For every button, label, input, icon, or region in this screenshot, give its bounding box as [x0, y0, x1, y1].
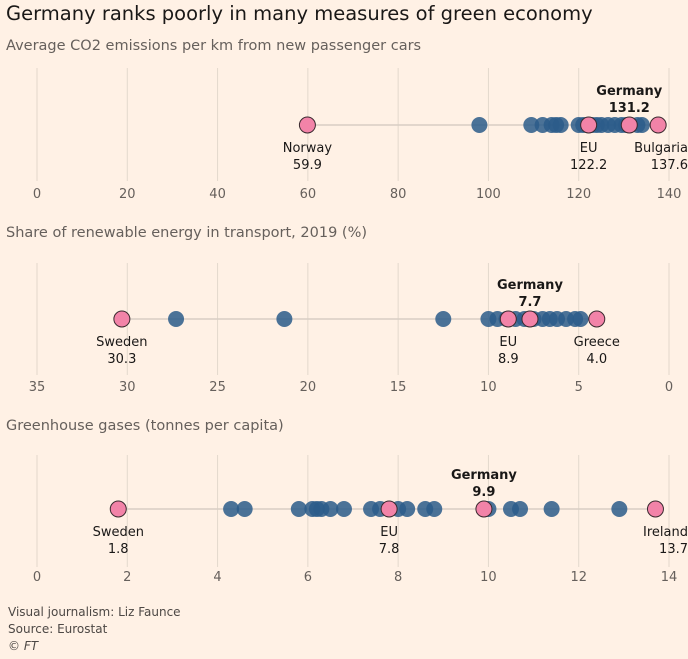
panel-1-label-name-germany: Germany	[497, 278, 563, 293]
panel-2-country-dot	[399, 501, 416, 517]
panel-0-tick-label: 140	[657, 187, 682, 202]
panel-2-label-value-germany: 9.9	[472, 485, 495, 500]
panel-0-label-value-bulgaria: 137.6	[651, 158, 688, 173]
panel-2-tick-label: 2	[123, 570, 131, 585]
panel-2-tick-label: 4	[213, 570, 221, 585]
panel-1-tick-label: 30	[119, 380, 136, 395]
panel-1-highlight-dot-eu	[499, 310, 517, 328]
panel-2-country-dot	[611, 501, 628, 517]
panel-0-tick-label: 80	[390, 187, 407, 202]
panel-0-highlight-dot-eu	[580, 116, 598, 134]
panel-0-tick-label: 0	[33, 187, 41, 202]
panel-2-highlight-dot-ireland	[646, 500, 664, 518]
panel-0-tick-label: 120	[566, 187, 591, 202]
panel-1-tick-label: 20	[300, 380, 317, 395]
panel-0-label-value-germany: 131.2	[609, 101, 650, 116]
panel-1-country-dot	[435, 311, 452, 327]
panel-1-label-name-eu: EU	[499, 335, 517, 350]
panel-0-country-dot	[523, 117, 540, 133]
panel-1-label-value-germany: 7.7	[518, 295, 541, 310]
panel-1-tick-label: 5	[575, 380, 583, 395]
panel-2-label-value-ireland: 13.7	[659, 542, 688, 557]
footer-source: Source: Eurostat	[8, 622, 108, 636]
panel-2-tick-label: 6	[304, 570, 312, 585]
panel-1-tick-label: 10	[480, 380, 497, 395]
panel-2-label-value-eu: 7.8	[379, 542, 400, 557]
panel-1-label-name-greece: Greece	[574, 335, 620, 350]
panel-1-label-value-eu: 8.9	[498, 352, 519, 367]
footer-copyright: © FT	[8, 639, 39, 653]
panel-1-country-dot	[276, 311, 293, 327]
panel-0-label-name-eu: EU	[580, 141, 598, 156]
panel-0-tick-label: 100	[476, 187, 501, 202]
panel-2-tick-label: 8	[394, 570, 402, 585]
panel-1-highlight-dot-germany	[521, 310, 539, 328]
panel-1-tick-label: 25	[209, 380, 226, 395]
panel-1-highlight-dot-greece	[588, 310, 606, 328]
panel-2-label-name-eu: EU	[380, 525, 398, 540]
panel-1-country-dot	[168, 311, 185, 327]
panel-1-label-value-sweden: 30.3	[107, 352, 136, 367]
panel-2-tick-label: 0	[33, 570, 41, 585]
chart-title: Germany ranks poorly in many measures of…	[6, 2, 593, 25]
panel-2-highlight-dot-germany	[475, 500, 493, 518]
panel-2-country-dot	[426, 501, 443, 517]
panel-2-country-dot	[236, 501, 253, 517]
panel-0-highlight-dot-norway	[298, 116, 316, 134]
panel-0-subtitle: Average CO2 emissions per km from new pa…	[6, 38, 421, 54]
panel-1-subtitle: Share of renewable energy in transport, …	[6, 225, 367, 241]
panel-1-label-value-greece: 4.0	[586, 352, 607, 367]
panel-2-label-name-sweden: Sweden	[93, 525, 144, 540]
panel-2-country-dot	[335, 501, 352, 517]
panel-0-highlight-dot-germany	[620, 116, 638, 134]
panel-2-label-name-germany: Germany	[451, 468, 517, 483]
panel-1-tick-label: 35	[29, 380, 46, 395]
panel-2-highlight-dot-sweden	[109, 500, 127, 518]
panel-2-country-dot	[290, 501, 307, 517]
panel-2-subtitle: Greenhouse gases (tonnes per capita)	[6, 418, 284, 434]
panel-2-country-dot	[512, 501, 529, 517]
panel-0-tick-label: 60	[300, 187, 317, 202]
panel-0-country-dot	[633, 117, 650, 133]
panel-2-country-dot	[322, 501, 339, 517]
panel-1-label-name-sweden: Sweden	[96, 335, 147, 350]
panel-2-country-dot	[543, 501, 560, 517]
panel-2-tick-label: 10	[480, 570, 497, 585]
panel-0-tick-label: 40	[209, 187, 226, 202]
panel-1-highlight-dot-sweden	[113, 310, 131, 328]
panel-2-tick-label: 14	[661, 570, 678, 585]
panel-0-label-name-norway: Norway	[283, 141, 333, 156]
panel-1-country-dot	[572, 311, 589, 327]
panel-0-country-dot	[471, 117, 488, 133]
panel-0-highlight-dot-bulgaria	[649, 116, 667, 134]
panel-0-country-dot	[552, 117, 569, 133]
panel-2-label-value-sweden: 1.8	[108, 542, 129, 557]
panel-2-tick-label: 12	[570, 570, 587, 585]
panel-0-label-name-germany: Germany	[596, 84, 662, 99]
panel-0-tick-label: 20	[119, 187, 136, 202]
panel-0-label-value-eu: 122.2	[570, 158, 607, 173]
panel-0-label-value-norway: 59.9	[293, 158, 322, 173]
footer-credit: Visual journalism: Liz Faunce	[8, 605, 181, 619]
panel-1-tick-label: 15	[390, 380, 407, 395]
panel-0-label-name-bulgaria: Bulgaria	[634, 141, 688, 156]
panel-2-label-name-ireland: Ireland	[643, 525, 688, 540]
panel-2-country-dot	[223, 501, 240, 517]
panel-2-highlight-dot-eu	[380, 500, 398, 518]
panel-1-tick-label: 0	[665, 380, 673, 395]
